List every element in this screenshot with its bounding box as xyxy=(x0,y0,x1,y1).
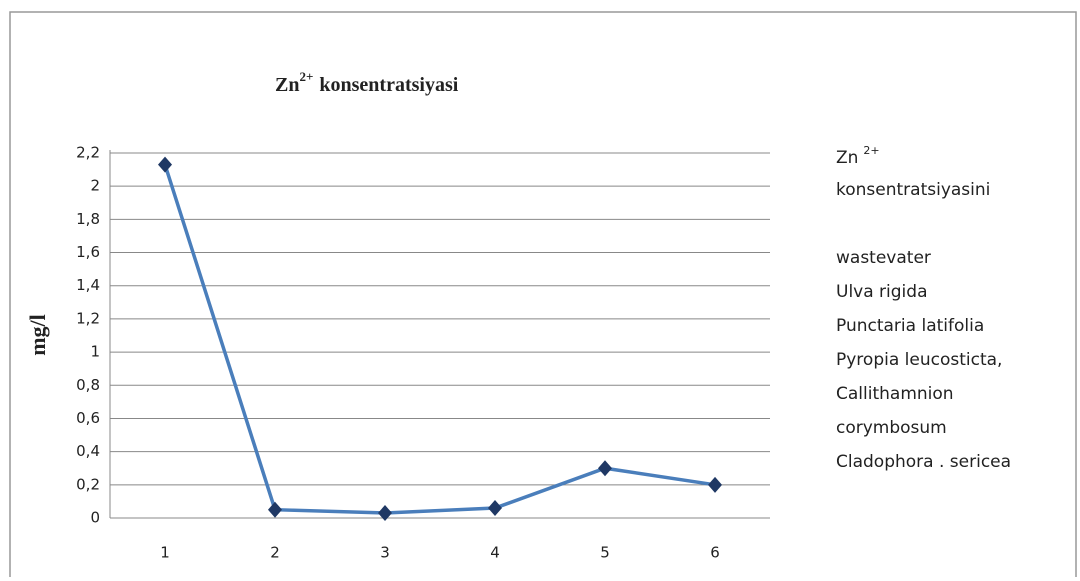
y-tick-label: 1,4 xyxy=(76,276,100,294)
x-tick-label: 5 xyxy=(600,544,610,562)
title-base: Zn xyxy=(275,74,299,96)
notes-head: Zn 2+ xyxy=(836,144,880,168)
x-tick-label: 3 xyxy=(380,544,390,562)
note-line: corymbosum xyxy=(836,418,947,438)
y-tick-label: 2,2 xyxy=(76,144,100,162)
y-tick-label: 0,4 xyxy=(76,442,100,460)
data-point xyxy=(488,500,502,517)
note-line: Pyropia leucosticta, xyxy=(836,350,1002,370)
note-line: Punctaria latifolia xyxy=(836,316,984,336)
frame xyxy=(9,11,1077,581)
note-line: konsentratsiyasini xyxy=(836,180,990,200)
note-line: Callithamnion xyxy=(836,384,954,404)
data-point xyxy=(708,476,722,493)
data-point xyxy=(598,460,612,477)
y-tick-label: 2 xyxy=(90,177,100,195)
x-tick-label: 6 xyxy=(710,544,720,562)
y-tick-label: 0,2 xyxy=(76,475,100,493)
y-axis-label: mg/l xyxy=(25,314,50,356)
y-tick-label: 1,6 xyxy=(76,243,100,261)
y-tick-label: 0 xyxy=(90,509,100,527)
note-line: wastevater xyxy=(836,248,931,268)
y-tick-label: 1 xyxy=(90,343,100,361)
y-tick-label: 0,8 xyxy=(76,376,100,394)
x-tick-label: 1 xyxy=(160,544,170,562)
title-rest: konsentratsiyasi xyxy=(319,74,458,96)
y-tick-label: 1,2 xyxy=(76,309,100,327)
y-tick-label: 1,8 xyxy=(76,210,100,228)
title-sup: 2+ xyxy=(299,69,313,84)
note-line: Cladophora . sericea xyxy=(836,452,1011,472)
note-line: Ulva rigida xyxy=(836,282,927,302)
x-tick-label: 4 xyxy=(490,544,500,562)
notes-head-sup: 2+ xyxy=(863,144,879,157)
chart-title: Zn2+ konsentratsiyasi xyxy=(275,69,459,96)
data-point xyxy=(378,505,392,522)
data-point xyxy=(158,156,172,173)
y-tick-label: 0,6 xyxy=(76,409,100,427)
x-tick-label: 2 xyxy=(270,544,280,562)
data-line xyxy=(163,164,716,515)
notes-head-base: Zn xyxy=(836,148,858,168)
data-point xyxy=(268,501,282,518)
